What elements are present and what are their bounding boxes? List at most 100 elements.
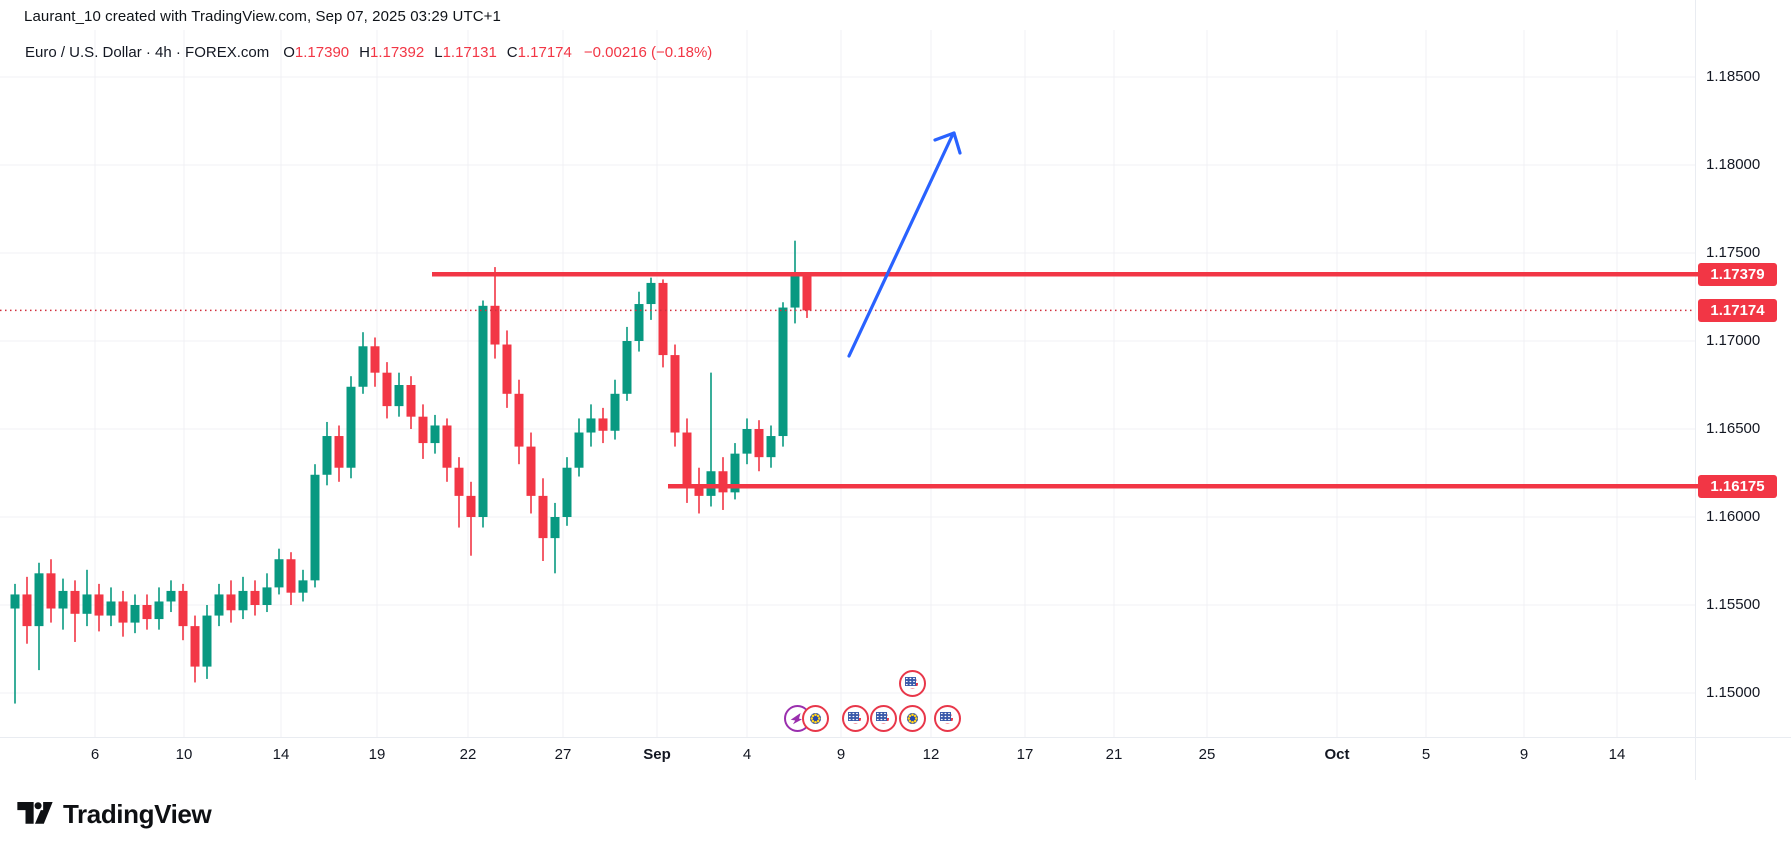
candle-body <box>190 626 200 667</box>
economic-event-eu-flag-icon[interactable] <box>801 704 829 732</box>
time-tick-label: 4 <box>742 746 752 763</box>
candle-body <box>46 573 56 609</box>
symbol-title: Euro / U.S. Dollar · 4h · FOREX.com <box>25 44 270 61</box>
candle-body <box>322 436 332 475</box>
candle-body <box>70 590 80 614</box>
candle-body <box>634 304 644 341</box>
economic-event-us-flag-icon[interactable] <box>869 704 897 732</box>
candle-body <box>790 272 800 308</box>
candle-body <box>574 432 584 468</box>
symbol-legend: Euro / U.S. Dollar · 4h · FOREX.com O1.17… <box>25 44 712 61</box>
candle-body <box>478 305 488 517</box>
candle-body <box>298 580 308 593</box>
candle-body <box>106 601 116 616</box>
time-tick-label: 19 <box>368 746 386 763</box>
candle-body <box>658 282 668 356</box>
candle-body <box>694 487 704 496</box>
price-tick-label: 1.15500 <box>1706 596 1761 613</box>
time-tick-label: Sep <box>643 746 671 763</box>
candle-body <box>742 429 752 454</box>
candle-body <box>238 590 248 611</box>
candle-body <box>622 341 632 394</box>
open-value: 1.17390 <box>294 44 350 61</box>
candle-body <box>514 393 524 447</box>
candle-body <box>370 346 380 373</box>
time-tick-label: 5 <box>1421 746 1431 763</box>
candle-body <box>454 467 464 496</box>
open-label: O <box>283 44 295 61</box>
trend-arrow-head <box>952 131 962 155</box>
time-tick-label: 9 <box>1519 746 1529 763</box>
candle-body <box>358 346 368 387</box>
candle-body <box>490 305 500 345</box>
tradingview-logo-text: TradingView <box>63 798 212 829</box>
time-tick-label: 21 <box>1105 746 1123 763</box>
economic-event-us-flag-icon[interactable] <box>933 704 961 732</box>
candle-body <box>754 429 764 458</box>
candle-body <box>346 386 356 468</box>
high-value: 1.17392 <box>369 44 425 61</box>
time-tick-label: 10 <box>175 746 193 763</box>
time-tick-label: 17 <box>1016 746 1034 763</box>
candle-body <box>382 372 392 407</box>
time-tick-label: 14 <box>1608 746 1626 763</box>
candle-body <box>706 471 716 496</box>
time-tick-label: 27 <box>554 746 572 763</box>
candle-body <box>10 594 20 609</box>
economic-event-eu-flag-icon[interactable] <box>898 704 926 732</box>
candle-body <box>82 594 92 614</box>
price-tick-label: 1.18500 <box>1706 68 1761 85</box>
price-tick-label: 1.16000 <box>1706 508 1761 525</box>
time-tick-label: 9 <box>836 746 846 763</box>
candle-body <box>166 590 176 602</box>
candle-body <box>22 594 32 627</box>
trend-arrow-head <box>933 131 956 142</box>
candle-body <box>310 474 320 581</box>
candle-body <box>718 471 728 493</box>
candle-body <box>682 432 692 488</box>
candle-body <box>538 495 548 539</box>
candle-body <box>598 418 608 431</box>
price-tick-label: 1.17000 <box>1706 332 1761 349</box>
attribution-text: Laurant_10 created with TradingView.com,… <box>24 8 501 25</box>
economic-event-us-flag-icon[interactable] <box>898 669 926 697</box>
price-tick-label: 1.15000 <box>1706 684 1761 701</box>
candle-body <box>502 344 512 394</box>
candle-body <box>802 272 812 311</box>
candle-body <box>406 385 416 417</box>
candle-body <box>334 436 344 468</box>
trend-arrow <box>847 134 954 358</box>
close-label: C <box>506 44 518 61</box>
candle-body <box>730 453 740 493</box>
economic-event-us-flag-icon[interactable] <box>841 704 869 732</box>
candle-body <box>442 425 452 468</box>
candle-body <box>58 590 68 609</box>
candle-body <box>562 467 572 517</box>
time-tick-label: 25 <box>1198 746 1216 763</box>
candle-body <box>394 385 404 407</box>
candle-body <box>766 436 776 458</box>
candle-body <box>202 615 212 667</box>
price-tick-label: 1.16500 <box>1706 420 1761 437</box>
candle-body <box>466 495 476 517</box>
candle-body <box>154 601 164 620</box>
time-tick-label: 14 <box>272 746 290 763</box>
candle-body <box>550 517 560 539</box>
last-price-badge: 1.17174 <box>1698 298 1777 322</box>
tradingview-logo[interactable]: TradingView <box>16 795 212 833</box>
candle-body <box>526 446 536 496</box>
candle-body <box>274 559 284 588</box>
candle-body <box>610 393 620 431</box>
candle-body <box>214 594 224 616</box>
resistance-price-badge: 1.17379 <box>1698 262 1777 286</box>
candle-body <box>118 601 128 623</box>
tradingview-logo-icon <box>16 795 54 833</box>
low-value: 1.17131 <box>442 44 497 61</box>
candle-body <box>262 587 272 605</box>
candle-body <box>670 355 680 433</box>
time-tick-label: Oct <box>1324 746 1350 763</box>
candle-body <box>286 559 296 593</box>
candle-body <box>418 416 428 444</box>
